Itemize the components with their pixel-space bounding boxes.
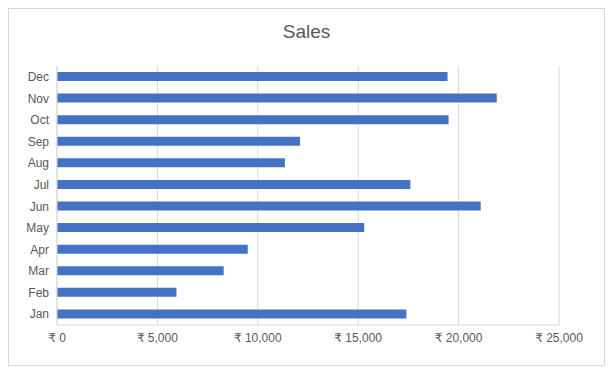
svg-text:Feb: Feb [28, 286, 49, 300]
svg-text:₹ 20,000: ₹ 20,000 [435, 331, 483, 345]
svg-text:Apr: Apr [30, 243, 49, 257]
svg-text:Oct: Oct [30, 113, 49, 127]
svg-text:Sep: Sep [28, 135, 50, 149]
svg-text:May: May [26, 221, 49, 235]
svg-text:Jul: Jul [34, 178, 49, 192]
svg-text:₹ 5,000: ₹ 5,000 [137, 331, 178, 345]
svg-text:Jun: Jun [30, 200, 49, 214]
svg-text:Aug: Aug [28, 156, 49, 170]
svg-text:₹ 0: ₹ 0 [48, 331, 66, 345]
svg-text:₹ 10,000: ₹ 10,000 [234, 331, 282, 345]
svg-text:Dec: Dec [28, 70, 49, 84]
svg-text:Nov: Nov [28, 92, 49, 106]
svg-text:₹ 25,000: ₹ 25,000 [535, 331, 583, 345]
svg-text:Mar: Mar [28, 264, 49, 278]
html-text:Sales: Sales [282, 21, 331, 42]
svg-text:Jan: Jan [30, 307, 49, 321]
svg-text:₹ 15,000: ₹ 15,000 [334, 331, 382, 345]
